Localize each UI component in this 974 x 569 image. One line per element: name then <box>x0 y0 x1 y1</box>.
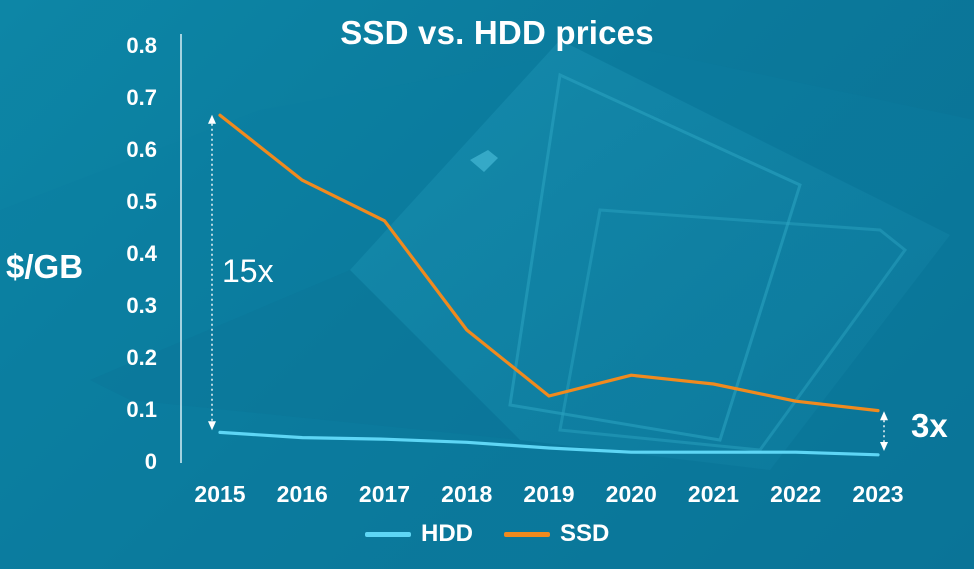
arrow-head-up-icon <box>208 114 216 124</box>
y-tick-label: 0.8 <box>126 33 157 58</box>
legend-swatch-hdd <box>365 531 411 537</box>
legend-label-ssd: SSD <box>560 520 610 547</box>
arrow-head-down-icon <box>880 442 888 451</box>
x-tick-label: 2019 <box>523 481 574 507</box>
series-line-ssd <box>218 113 880 413</box>
y-tick-label: 0.3 <box>126 293 157 318</box>
arrow-head-up-icon <box>880 411 888 421</box>
x-tick-label: 2016 <box>277 481 328 507</box>
y-tick-label: 0 <box>145 449 157 474</box>
x-tick-label: 2015 <box>194 481 245 507</box>
annotation-3x: 3x <box>911 407 948 444</box>
annotation-15x: 15x <box>222 253 274 289</box>
y-tick-label: 0.5 <box>126 189 157 214</box>
x-tick-label: 2022 <box>770 481 821 507</box>
chart-title: SSD vs. HDD prices <box>340 14 654 51</box>
x-tick-label: 2020 <box>606 481 657 507</box>
y-tick-label: 0.7 <box>126 85 157 110</box>
chart-series <box>218 113 880 457</box>
legend-item-ssd: SSD <box>504 520 609 548</box>
y-tick-label: 0.2 <box>126 345 157 370</box>
y-tick-labels: 0 0.1 0.2 0.3 0.4 0.5 0.6 0.7 0.8 <box>126 33 157 474</box>
legend-label-hdd: HDD <box>421 520 473 547</box>
series-line-hdd <box>218 430 880 457</box>
x-tick-label: 2021 <box>688 481 739 507</box>
annotation-arrows <box>208 114 888 451</box>
x-tick-label: 2023 <box>852 481 903 507</box>
x-tick-label: 2018 <box>441 481 492 507</box>
y-tick-label: 0.1 <box>126 397 157 422</box>
x-tick-label: 2017 <box>359 481 410 507</box>
y-tick-label: 0.6 <box>126 137 157 162</box>
legend-swatch-ssd <box>504 531 550 537</box>
y-tick-label: 0.4 <box>126 241 157 266</box>
arrow-head-down-icon <box>208 421 216 431</box>
legend-item-hdd: HDD <box>365 520 473 548</box>
y-axis-label: $/GB <box>6 248 84 285</box>
chart-legend: HDD SSD <box>0 520 974 554</box>
x-tick-labels: 2015 2016 2017 2018 2019 2020 2021 2022 2023 <box>194 481 903 507</box>
